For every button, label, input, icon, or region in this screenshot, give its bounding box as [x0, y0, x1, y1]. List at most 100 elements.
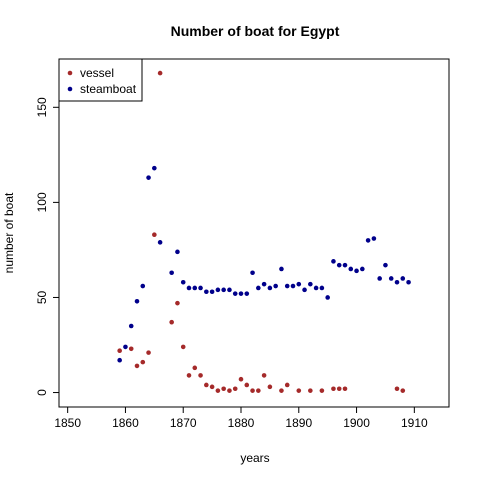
legend: vessel steamboat	[58, 58, 143, 102]
data-point-steamboat	[273, 283, 278, 289]
data-point-steamboat	[342, 262, 348, 268]
data-point-vessel	[186, 373, 192, 378]
y-tick-label: 50	[35, 290, 49, 304]
data-point-steamboat	[117, 357, 122, 363]
data-point-steamboat	[308, 281, 313, 287]
data-point-steamboat	[365, 238, 371, 243]
data-point-steamboat	[360, 266, 365, 272]
data-point-steamboat	[146, 175, 151, 180]
data-point-vessel	[238, 376, 244, 382]
plot-frame	[58, 58, 450, 408]
y-axis: 0 50 100 150	[35, 97, 60, 396]
legend-marker-steamboat	[67, 86, 73, 92]
data-point-steamboat	[157, 240, 163, 245]
data-point-vessel	[140, 359, 146, 365]
data-point-steamboat	[180, 279, 186, 285]
data-point-steamboat	[377, 276, 382, 281]
data-point-vessel	[244, 382, 250, 388]
data-point-steamboat	[128, 323, 134, 329]
x-tick-label: 1900	[343, 416, 370, 430]
data-point-steamboat	[394, 279, 400, 285]
data-point-steamboat	[215, 287, 221, 293]
data-points	[117, 70, 411, 393]
data-point-vessel	[308, 388, 313, 393]
legend-label-steamboat: steamboat	[80, 82, 137, 96]
data-point-steamboat	[169, 270, 174, 276]
data-point-vessel	[192, 365, 198, 371]
data-point-steamboat	[192, 285, 198, 291]
data-point-vessel	[146, 350, 151, 355]
data-point-vessel	[169, 319, 174, 325]
data-point-steamboat	[244, 291, 250, 296]
data-point-steamboat	[209, 289, 215, 295]
data-point-vessel	[336, 386, 342, 392]
data-point-steamboat	[261, 281, 267, 287]
data-point-steamboat	[296, 281, 302, 287]
data-point-steamboat	[400, 276, 406, 281]
y-tick-label: 100	[35, 192, 49, 212]
chart-title: Number of boat for Egypt	[171, 23, 340, 39]
data-point-steamboat	[348, 266, 354, 272]
data-point-steamboat	[250, 270, 255, 276]
data-point-steamboat	[302, 287, 307, 293]
x-axis-label: years	[240, 451, 269, 465]
data-point-steamboat	[290, 283, 296, 289]
data-point-steamboat	[388, 276, 394, 281]
data-point-steamboat	[232, 291, 238, 296]
data-point-steamboat	[198, 285, 203, 291]
x-tick-label: 1890	[285, 416, 312, 430]
data-point-vessel	[279, 388, 284, 393]
legend-marker-vessel	[67, 70, 73, 76]
data-point-vessel	[394, 386, 400, 392]
data-point-steamboat	[123, 344, 128, 350]
data-point-vessel	[204, 382, 209, 388]
data-point-steamboat	[267, 285, 273, 291]
legend-box	[58, 58, 143, 102]
data-point-vessel	[256, 388, 261, 393]
y-tick-label: 150	[35, 97, 49, 117]
data-point-steamboat	[354, 268, 359, 274]
data-point-vessel	[319, 388, 325, 393]
x-tick-label: 1870	[170, 416, 197, 430]
data-point-steamboat	[221, 287, 226, 293]
data-point-vessel	[128, 346, 134, 352]
data-point-steamboat	[319, 285, 325, 291]
x-tick-label: 1910	[401, 416, 428, 430]
data-point-steamboat	[383, 262, 388, 268]
data-point-steamboat	[336, 262, 342, 268]
data-point-steamboat	[284, 283, 290, 289]
data-point-steamboat	[175, 249, 180, 255]
data-point-vessel	[180, 344, 186, 350]
data-point-vessel	[215, 388, 221, 393]
data-point-vessel	[232, 386, 238, 392]
data-point-steamboat	[325, 295, 330, 300]
data-point-steamboat	[279, 266, 284, 272]
x-tick-label: 1880	[228, 416, 255, 430]
data-point-steamboat	[134, 298, 140, 304]
data-point-vessel	[221, 386, 226, 392]
data-point-vessel	[250, 388, 255, 393]
data-point-vessel	[296, 388, 302, 393]
data-point-vessel	[209, 384, 215, 390]
y-tick-label: 0	[35, 389, 49, 396]
data-point-steamboat	[238, 291, 244, 296]
y-axis-label: number of boat	[2, 192, 16, 273]
data-point-vessel	[227, 388, 232, 393]
data-point-steamboat	[140, 283, 146, 289]
data-point-vessel	[342, 386, 348, 392]
data-point-steamboat	[186, 285, 192, 291]
x-tick-label: 1850	[54, 416, 81, 430]
data-point-steamboat	[371, 236, 377, 241]
legend-label-vessel: vessel	[80, 66, 114, 80]
data-point-steamboat	[256, 285, 261, 291]
data-point-vessel	[261, 373, 267, 378]
data-point-vessel	[117, 348, 122, 354]
data-point-steamboat	[313, 285, 319, 291]
x-tick-label: 1860	[112, 416, 139, 430]
data-point-steamboat	[204, 289, 209, 295]
data-point-steamboat	[406, 279, 411, 285]
data-point-vessel	[331, 386, 336, 392]
data-point-vessel	[198, 373, 203, 378]
data-point-vessel	[134, 363, 140, 369]
